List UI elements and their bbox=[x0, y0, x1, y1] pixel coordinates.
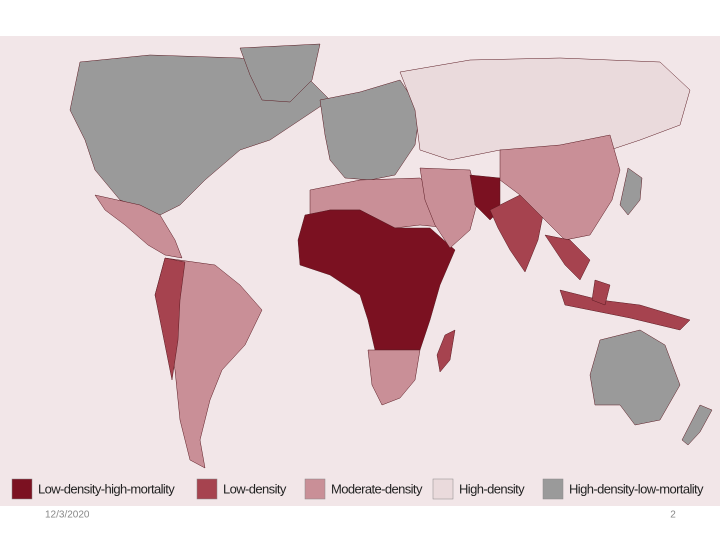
southern-africa bbox=[367, 349, 421, 406]
world-map bbox=[69, 43, 713, 469]
southeast-asia bbox=[544, 234, 591, 281]
legend-swatch bbox=[196, 478, 218, 500]
page-number: 2 bbox=[670, 510, 676, 521]
madagascar bbox=[436, 329, 456, 373]
legend: Low-density-high-mortality Low-density Mod… bbox=[11, 478, 705, 500]
legend-label: High-density-low-mortality bbox=[569, 481, 704, 496]
andes-region bbox=[154, 257, 186, 381]
china bbox=[499, 134, 621, 241]
greenland bbox=[239, 43, 321, 103]
japan bbox=[619, 167, 643, 216]
legend-label: Moderate-density bbox=[331, 481, 423, 496]
legend-label: High-density bbox=[459, 481, 525, 496]
legend-label: Low-density-high-mortality bbox=[38, 481, 175, 496]
legend-label: Low-density bbox=[223, 481, 287, 496]
legend-swatch bbox=[11, 478, 33, 500]
russia bbox=[399, 57, 691, 161]
australia bbox=[589, 329, 681, 426]
europe bbox=[319, 79, 421, 181]
new-zealand bbox=[681, 404, 713, 446]
legend-swatch bbox=[432, 478, 454, 500]
legend-swatch bbox=[304, 478, 326, 500]
philippines bbox=[591, 279, 611, 306]
sub-saharan-africa bbox=[297, 209, 456, 351]
legend-swatch bbox=[542, 478, 564, 500]
footer-date: 12/3/2020 bbox=[45, 510, 90, 521]
central-america bbox=[94, 194, 183, 259]
